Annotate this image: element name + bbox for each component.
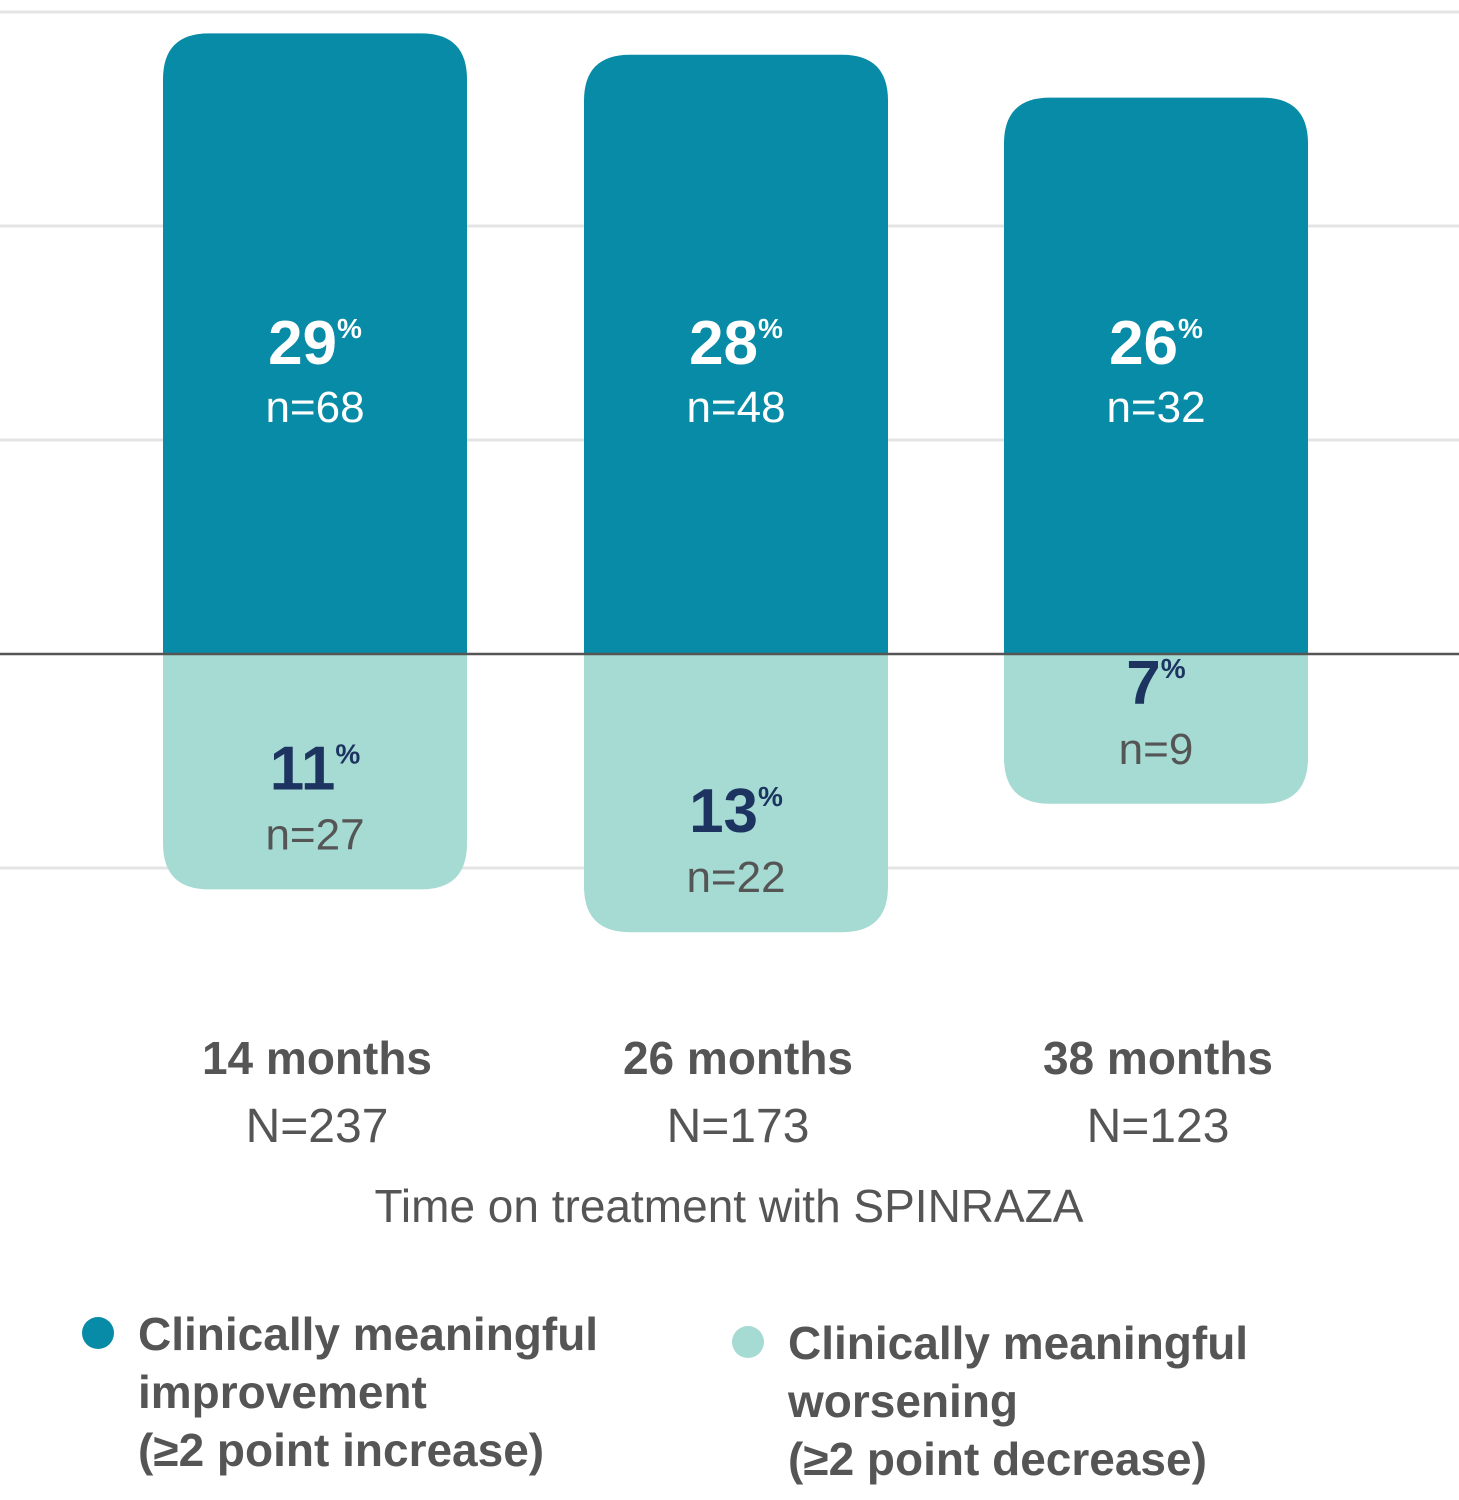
worsening-n-label: n=9 xyxy=(1119,725,1194,774)
legend-improvement: Clinically meaningful improvement (≥2 po… xyxy=(82,1305,598,1479)
improvement-n-label: n=68 xyxy=(265,383,364,432)
category-n-label: N=237 xyxy=(246,1100,389,1153)
improvement-bar xyxy=(584,54,888,655)
legend-improvement-line-2: improvement xyxy=(138,1366,427,1418)
category-n-label: N=173 xyxy=(667,1100,810,1153)
worsening-bar xyxy=(163,654,467,890)
legend-improvement-line-3: (≥2 point increase) xyxy=(138,1424,545,1476)
legend-worsening-line-3: (≥2 point decrease) xyxy=(788,1433,1207,1485)
percent-sign: % xyxy=(758,781,783,812)
category-n-label: N=123 xyxy=(1087,1100,1230,1153)
percent-sign: % xyxy=(1178,313,1203,344)
legend-worsening-label: Clinically meaningful worsening (≥2 poin… xyxy=(788,1314,1248,1488)
category-label: 38 months xyxy=(1043,1032,1273,1084)
improvement-n-label: n=32 xyxy=(1106,383,1205,432)
x-axis-label: Time on treatment with SPINRAZA xyxy=(375,1180,1084,1232)
legend-improvement-label: Clinically meaningful improvement (≥2 po… xyxy=(138,1305,598,1479)
worsening-value-label: 11% xyxy=(270,734,361,803)
percent-sign: % xyxy=(337,313,362,344)
improvement-bar xyxy=(1004,97,1308,655)
category-label: 14 months xyxy=(202,1032,432,1084)
worsening-bar xyxy=(1004,654,1308,804)
bars xyxy=(163,33,1308,933)
percent-sign: % xyxy=(758,313,783,344)
improvement-n-label: n=48 xyxy=(686,383,785,432)
legend-worsening: Clinically meaningful worsening (≥2 poin… xyxy=(732,1314,1248,1488)
category-labels: 14 months N=237 26 months N=173 38 months N=1… xyxy=(202,1032,1273,1153)
percent-sign: % xyxy=(335,738,360,769)
worsening-n-label: n=22 xyxy=(686,853,785,902)
improvement-bar xyxy=(163,33,467,654)
category-label: 26 months xyxy=(623,1032,853,1084)
legend-worsening-line-2: worsening xyxy=(788,1375,1019,1427)
worsening-bar xyxy=(584,654,888,933)
worsening-swatch xyxy=(732,1326,764,1358)
percent-sign: % xyxy=(1161,653,1186,684)
worsening-n-label: n=27 xyxy=(265,810,364,859)
improvement-swatch xyxy=(82,1317,114,1349)
legend-improvement-line-1: Clinically meaningful xyxy=(138,1308,599,1360)
bar-chart: 29%n=6811%n=2728%n=4813%n=2226%n=327%n=9… xyxy=(0,10,1459,1232)
legend-worsening-line-1: Clinically meaningful xyxy=(788,1317,1249,1369)
